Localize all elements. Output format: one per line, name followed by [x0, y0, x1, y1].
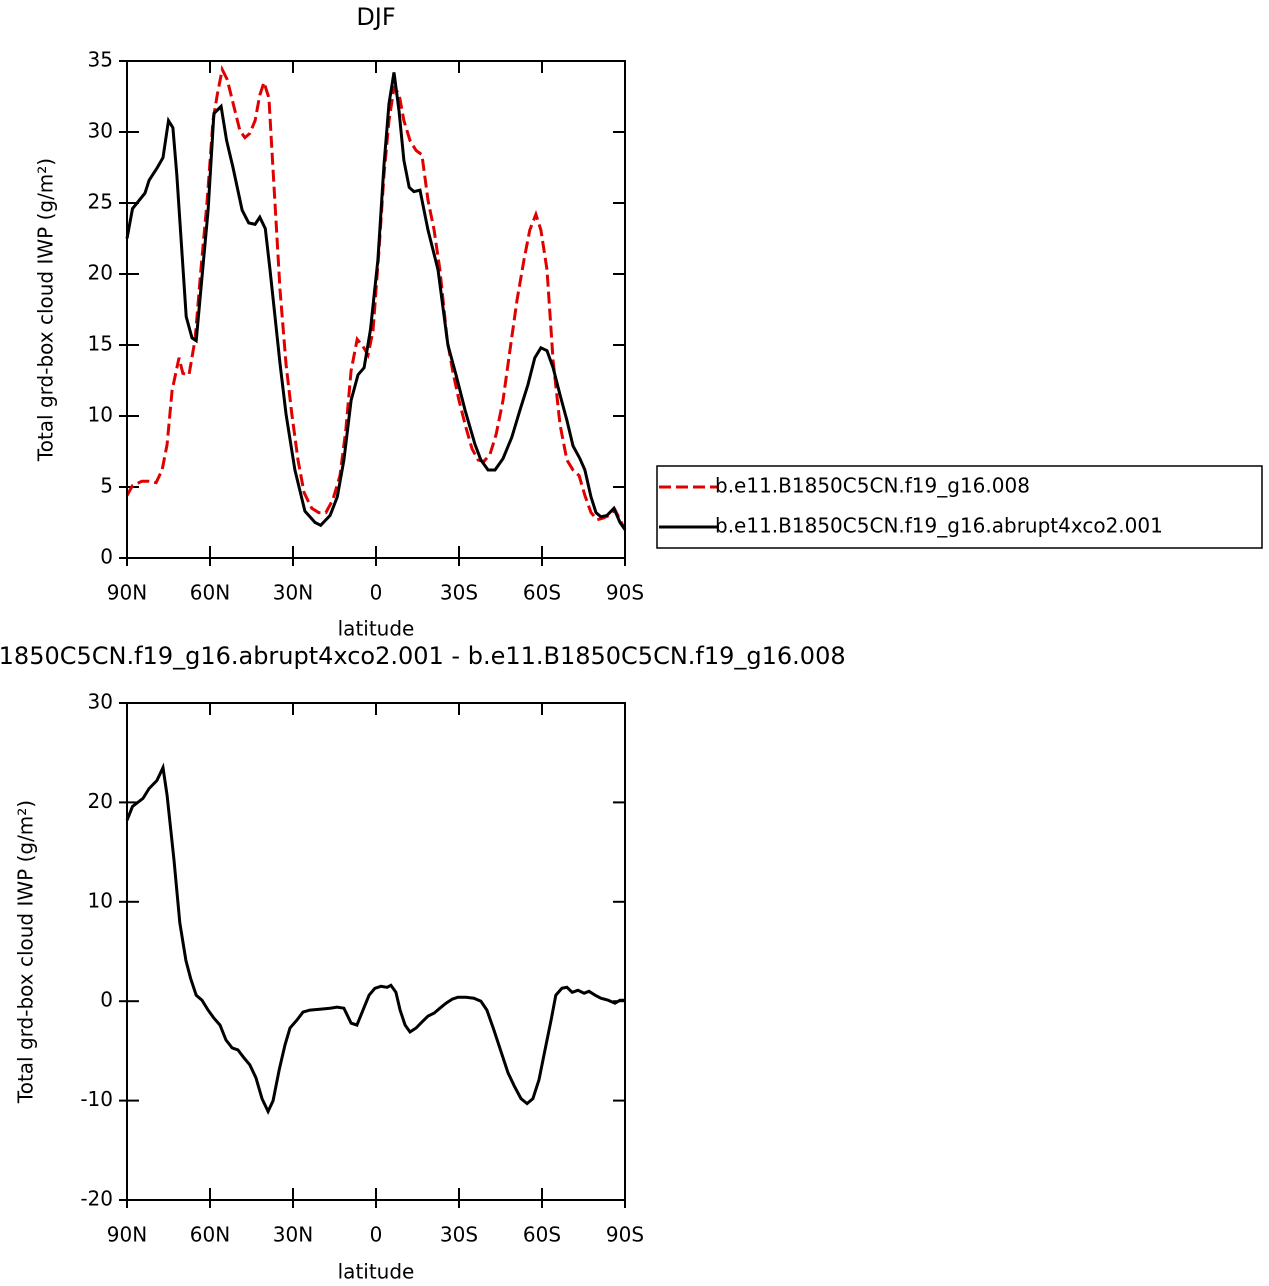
y-tick-label: 20 — [88, 789, 113, 813]
x-tick-label: 90N — [107, 581, 147, 605]
data-line — [125, 64, 627, 531]
x-tick-label: 60S — [523, 1223, 561, 1247]
legend-label: b.e11.B1850C5CN.f19_g16.abrupt4xco2.001 — [715, 514, 1163, 538]
y-tick-label: 15 — [88, 332, 113, 356]
y-tick-label: -20 — [80, 1187, 113, 1211]
chart-title: b.e11.B1850C5CN.f19_g16.abrupt4xco2.001 … — [0, 642, 846, 670]
data-line — [125, 72, 627, 531]
x-tick-label: 30N — [273, 1223, 313, 1247]
x-tick-label: 90N — [107, 1223, 147, 1247]
y-tick-label: 20 — [88, 261, 113, 285]
x-tick-label: 30S — [440, 1223, 478, 1247]
y-tick-label: 5 — [100, 474, 113, 498]
x-tick-label: 30N — [273, 581, 313, 605]
y-axis-label: Total grd-box cloud IWP (g/m²) — [14, 800, 38, 1104]
y-tick-label: 30 — [88, 690, 113, 714]
x-tick-label: 90S — [606, 1223, 644, 1247]
x-tick-label: 0 — [370, 581, 383, 605]
x-axis-label: latitude — [338, 1260, 415, 1284]
y-tick-label: 10 — [88, 888, 113, 912]
x-tick-label: 60N — [190, 581, 230, 605]
y-tick-label: 25 — [88, 190, 113, 214]
y-tick-label: 10 — [88, 403, 113, 427]
x-tick-label: 60S — [523, 581, 561, 605]
x-tick-label: 60N — [190, 1223, 230, 1247]
plot-frame — [126, 60, 626, 559]
y-tick-label: 0 — [100, 545, 113, 569]
legend-box — [656, 465, 1263, 549]
y-tick-label: 35 — [88, 48, 113, 72]
y-tick-label: -10 — [80, 1087, 113, 1111]
y-tick-label: 0 — [100, 988, 113, 1012]
data-line — [125, 762, 625, 1116]
plot-frame — [126, 702, 626, 1201]
chart-title: DJF — [356, 3, 395, 31]
legend-label: b.e11.B1850C5CN.f19_g16.008 — [715, 474, 1030, 498]
x-tick-label: 30S — [440, 581, 478, 605]
x-tick-label: 0 — [370, 1223, 383, 1247]
y-tick-label: 30 — [88, 119, 113, 143]
y-axis-label: Total grd-box cloud IWP (g/m²) — [34, 158, 58, 462]
x-tick-label: 90S — [606, 581, 644, 605]
x-axis-label: latitude — [338, 617, 415, 641]
